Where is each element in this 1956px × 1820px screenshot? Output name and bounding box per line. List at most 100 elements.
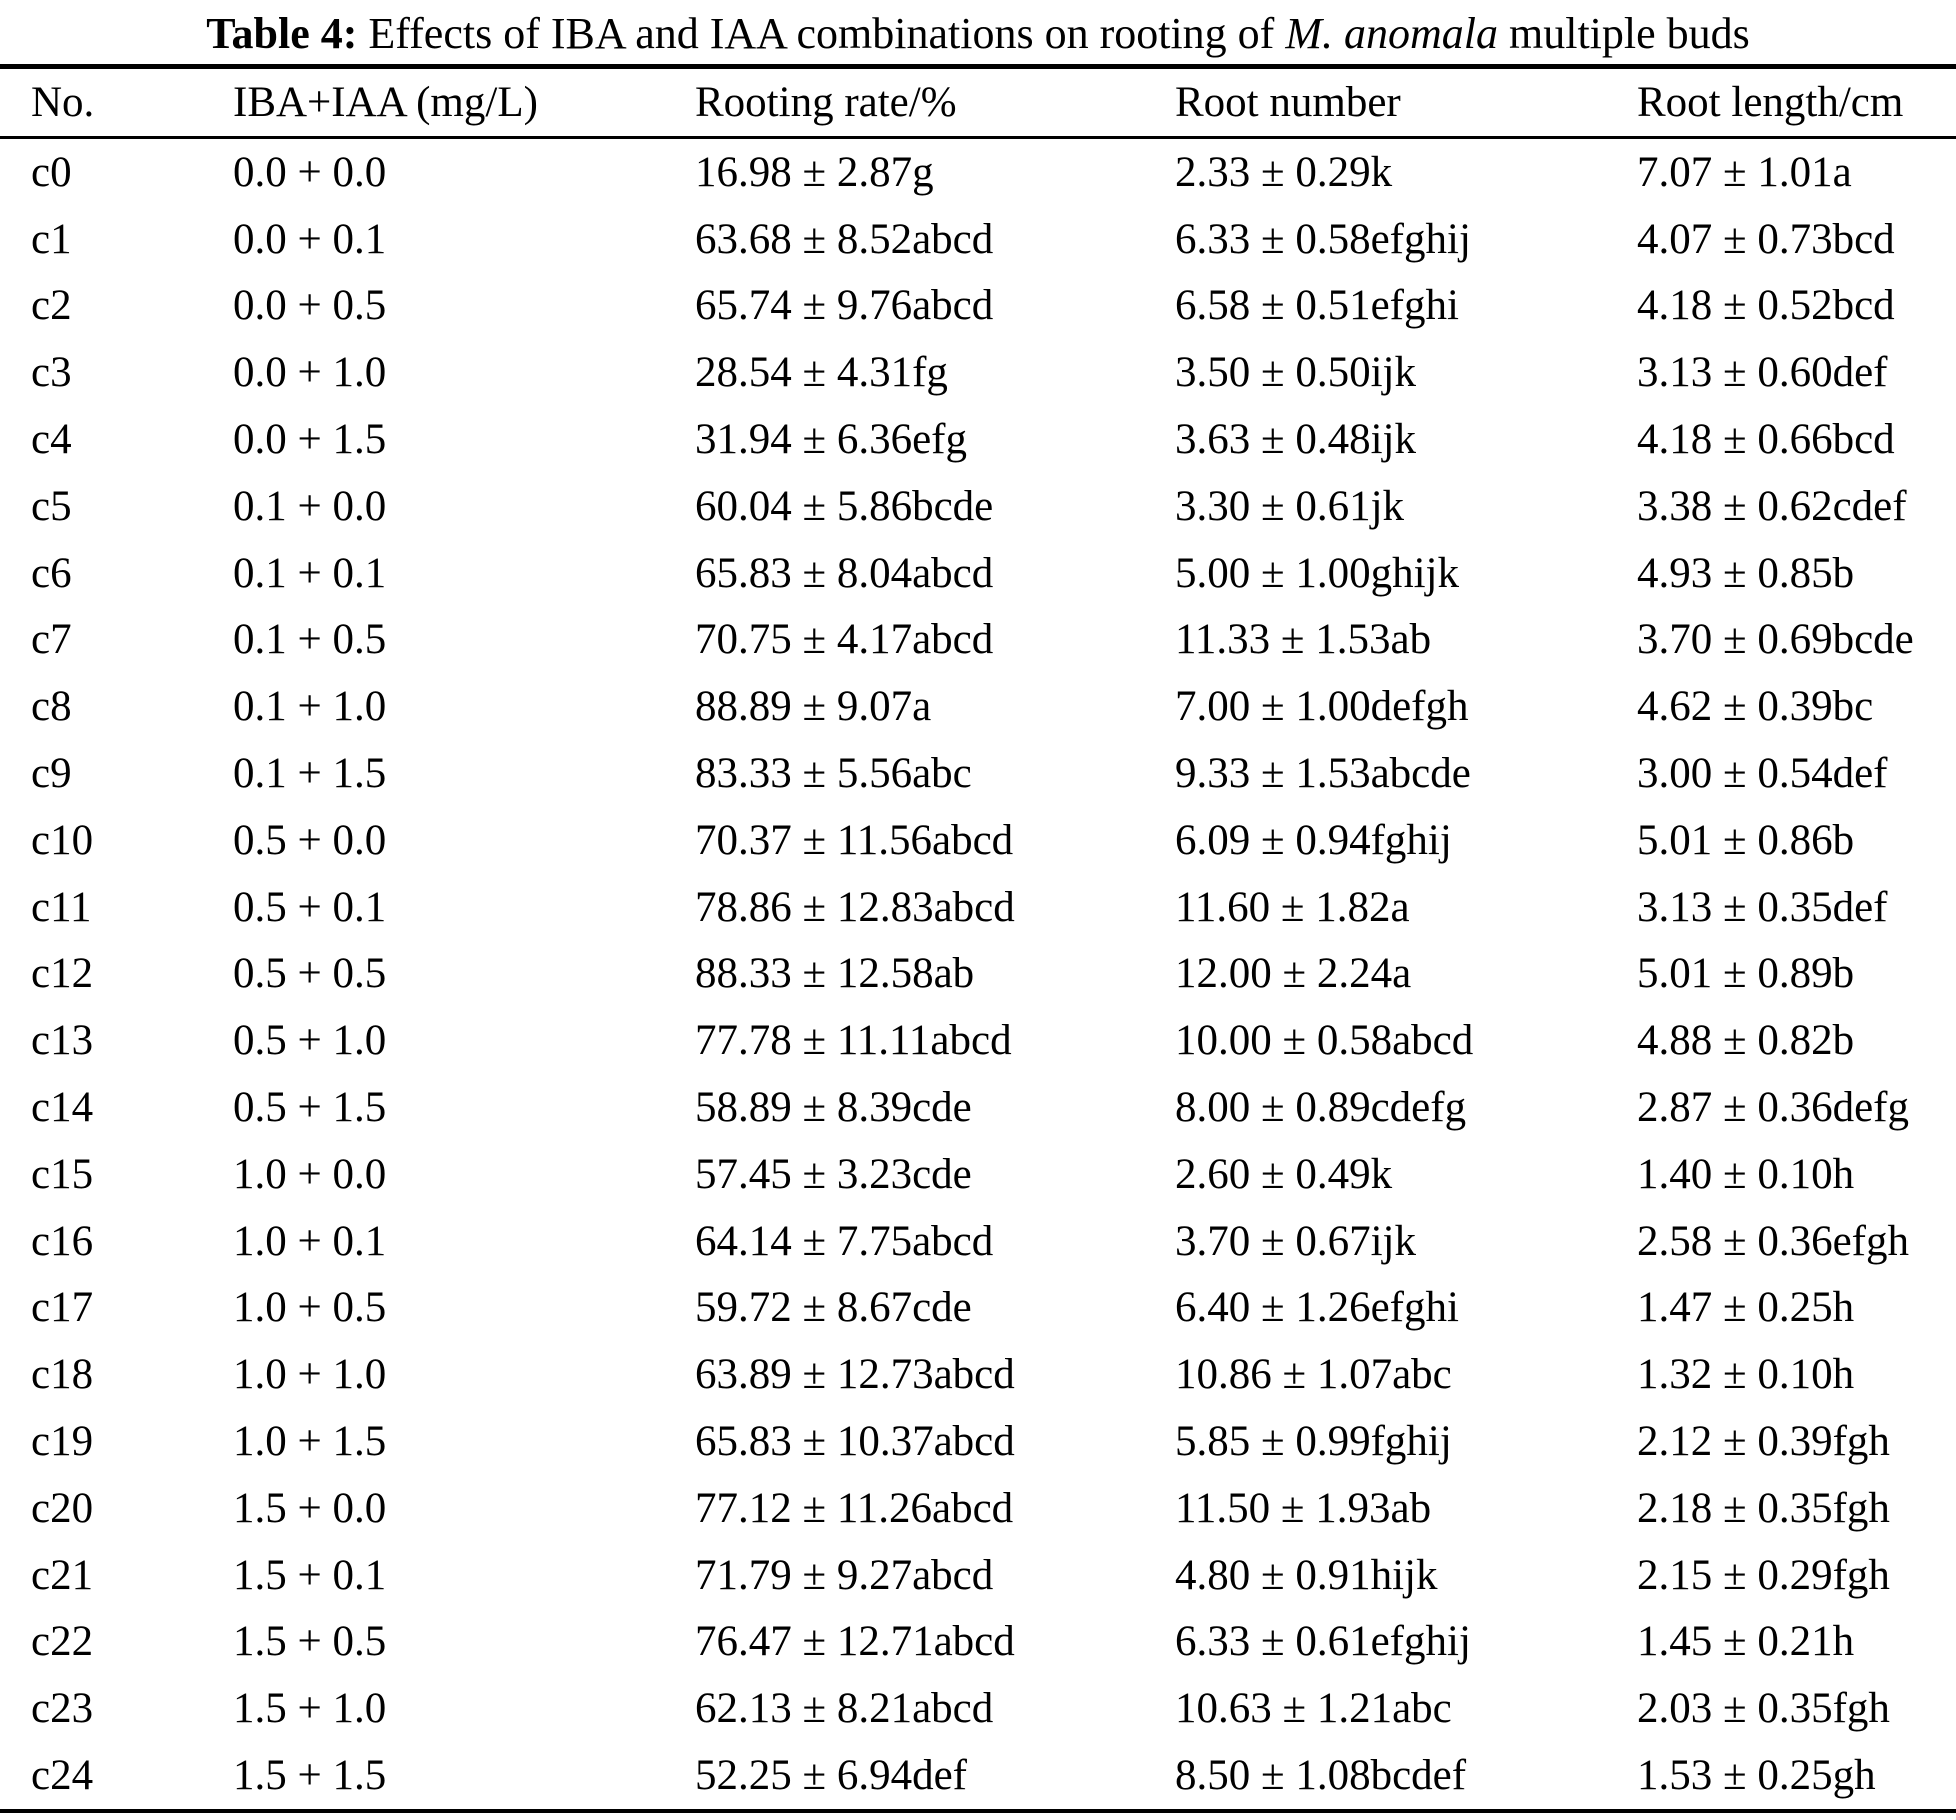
column-header-treatment: IBA+IAA (mg/L) — [233, 66, 695, 139]
root-length-cell: 3.70 ± 0.69bcde — [1637, 616, 1914, 664]
root-number-cell: 7.00 ± 1.00defgh — [1175, 683, 1469, 731]
treatment-cell: 0.1 + 1.0 — [233, 683, 387, 731]
treatment-cell: 1.0 + 1.0 — [233, 1351, 387, 1399]
root-number-cell: 10.63 ± 1.21abc — [1175, 1685, 1452, 1733]
root-number-cell: 6.40 ± 1.26efghi — [1175, 1284, 1459, 1332]
root-number-cell: 3.70 ± 0.67ijk — [1175, 1217, 1416, 1265]
treatment-cell: 0.1 + 0.0 — [233, 482, 387, 530]
rooting-rate-cell: 52.25 ± 6.94def — [695, 1752, 968, 1800]
row-no-cell: c23 — [31, 1685, 94, 1733]
row-no-cell: c2 — [31, 282, 72, 330]
root-length-cell: 1.32 ± 0.10h — [1637, 1351, 1855, 1399]
table-row: c14 0.5 + 1.5 58.89 ± 8.39cde 8.00 ± 0.89cd… — [0, 1074, 1956, 1141]
row-no-cell: c13 — [31, 1017, 94, 1065]
table-row: c11 0.5 + 0.1 78.86 ± 12.83abcd 11.60 ± 1.8… — [0, 874, 1956, 941]
row-no-cell: c8 — [31, 683, 72, 731]
column-header-rooting-rate: Rooting rate/% — [695, 66, 1175, 139]
rooting-rate-cell: 31.94 ± 6.36efg — [695, 416, 968, 464]
treatment-cell: 0.0 + 0.1 — [233, 215, 387, 263]
row-no-cell: c0 — [31, 148, 72, 196]
root-length-cell: 5.01 ± 0.89b — [1637, 950, 1855, 998]
rooting-rate-cell: 76.47 ± 12.71abcd — [695, 1618, 1015, 1666]
root-number-cell: 11.60 ± 1.82a — [1175, 883, 1410, 931]
table-row: c17 1.0 + 0.5 59.72 ± 8.67cde 6.40 ± 1.26ef… — [0, 1275, 1956, 1342]
row-no-cell: c6 — [31, 549, 72, 597]
row-no-cell: c18 — [31, 1351, 94, 1399]
rooting-rate-cell: 71.79 ± 9.27abcd — [695, 1551, 994, 1599]
treatment-cell: 0.0 + 0.0 — [233, 148, 387, 196]
table-row: c24 1.5 + 1.5 52.25 ± 6.94def 8.50 ± 1.08bc… — [0, 1742, 1956, 1811]
column-header-root-number: Root number — [1175, 66, 1637, 139]
table-row: c2 0.0 + 0.5 65.74 ± 9.76abcd 6.58 ± 0.51ef… — [0, 273, 1956, 340]
row-no-cell: c1 — [31, 215, 72, 263]
row-no-cell: c5 — [31, 482, 72, 530]
treatment-cell: 1.0 + 0.1 — [233, 1217, 387, 1265]
treatment-cell: 0.1 + 0.5 — [233, 616, 387, 664]
treatment-cell: 0.1 + 1.5 — [233, 750, 387, 798]
treatment-cell: 1.5 + 1.0 — [233, 1685, 387, 1733]
table-caption-text: Effects of IBA and IAA combinations on r… — [357, 9, 1286, 58]
table-row: c3 0.0 + 1.0 28.54 ± 4.31fg 3.50 ± 0.50ijk 3… — [0, 339, 1956, 406]
table-row: c13 0.5 + 1.0 77.78 ± 11.11abcd 10.00 ± 0.5… — [0, 1007, 1956, 1074]
table-caption-label: Table 4: — [206, 9, 358, 58]
table-row: c9 0.1 + 1.5 83.33 ± 5.56abc 9.33 ± 1.53abc… — [0, 740, 1956, 807]
table-row: c4 0.0 + 1.5 31.94 ± 6.36efg 3.63 ± 0.48ijk… — [0, 406, 1956, 473]
table-row: c15 1.0 + 0.0 57.45 ± 3.23cde 2.60 ± 0.49k 1… — [0, 1141, 1956, 1208]
rooting-rate-cell: 70.37 ± 11.56abcd — [695, 816, 1014, 864]
table-row: c6 0.1 + 0.1 65.83 ± 8.04abcd 5.00 ± 1.00gh… — [0, 540, 1956, 607]
table-row: c0 0.0 + 0.0 16.98 ± 2.87g 2.33 ± 0.29k 7.07… — [0, 138, 1956, 206]
rooting-rate-cell: 60.04 ± 5.86bcde — [695, 482, 994, 530]
rooting-rate-cell: 64.14 ± 7.75abcd — [695, 1217, 994, 1265]
row-no-cell: c7 — [31, 616, 72, 664]
rooting-rate-cell: 78.86 ± 12.83abcd — [695, 883, 1015, 931]
treatment-cell: 0.5 + 0.5 — [233, 950, 387, 998]
rooting-rate-cell: 77.78 ± 11.11abcd — [695, 1017, 1012, 1065]
rooting-rate-cell: 58.89 ± 8.39cde — [695, 1084, 972, 1132]
rooting-rate-cell: 28.54 ± 4.31fg — [695, 349, 948, 397]
column-header-no: No. — [0, 66, 233, 139]
treatment-cell: 0.0 + 0.5 — [233, 282, 387, 330]
row-no-cell: c20 — [31, 1484, 94, 1532]
row-no-cell: c22 — [31, 1618, 94, 1666]
treatment-cell: 1.5 + 0.5 — [233, 1618, 387, 1666]
root-length-cell: 4.07 ± 0.73bcd — [1637, 215, 1895, 263]
row-no-cell: c12 — [31, 950, 94, 998]
rooting-rate-cell: 62.13 ± 8.21abcd — [695, 1685, 994, 1733]
root-number-cell: 3.63 ± 0.48ijk — [1175, 416, 1416, 464]
table-row: c12 0.5 + 0.5 88.33 ± 12.58ab 12.00 ± 2.24a… — [0, 941, 1956, 1008]
root-length-cell: 4.18 ± 0.66bcd — [1637, 416, 1895, 464]
root-number-cell: 5.85 ± 0.99fghij — [1175, 1418, 1452, 1466]
table-row: c16 1.0 + 0.1 64.14 ± 7.75abcd 3.70 ± 0.67i… — [0, 1208, 1956, 1275]
root-length-cell: 4.18 ± 0.52bcd — [1637, 282, 1895, 330]
root-number-cell: 6.09 ± 0.94fghij — [1175, 816, 1452, 864]
table-row: c21 1.5 + 0.1 71.79 ± 9.27abcd 4.80 ± 0.91h… — [0, 1542, 1956, 1609]
root-length-cell: 4.62 ± 0.39bc — [1637, 683, 1874, 731]
row-no-cell: c9 — [31, 750, 72, 798]
table-row: c18 1.0 + 1.0 63.89 ± 12.73abcd 10.86 ± 1.0… — [0, 1341, 1956, 1408]
table-body: c0 0.0 + 0.0 16.98 ± 2.87g 2.33 ± 0.29k 7.07… — [0, 138, 1956, 1811]
root-number-cell: 8.50 ± 1.08bcdef — [1175, 1752, 1467, 1800]
table-caption-species: M. anomala — [1285, 9, 1498, 58]
rooting-rate-cell: 88.33 ± 12.58ab — [695, 950, 975, 998]
row-no-cell: c21 — [31, 1551, 94, 1599]
table-caption: Table 4: Effects of IBA and IAA combinat… — [0, 0, 1956, 64]
root-number-cell: 6.33 ± 0.61efghij — [1175, 1618, 1471, 1666]
row-no-cell: c19 — [31, 1418, 94, 1466]
rooting-rate-cell: 57.45 ± 3.23cde — [695, 1150, 972, 1198]
root-length-cell: 3.38 ± 0.62cdef — [1637, 482, 1907, 530]
treatment-cell: 0.0 + 1.5 — [233, 416, 387, 464]
root-number-cell: 2.33 ± 0.29k — [1175, 148, 1393, 196]
rooting-rate-cell: 77.12 ± 11.26abcd — [695, 1484, 1014, 1532]
table-row: c19 1.0 + 1.5 65.83 ± 10.37abcd 5.85 ± 0.99… — [0, 1408, 1956, 1475]
root-length-cell: 1.53 ± 0.25gh — [1637, 1752, 1876, 1800]
root-length-cell: 2.18 ± 0.35fgh — [1637, 1484, 1890, 1532]
root-number-cell: 4.80 ± 0.91hijk — [1175, 1551, 1438, 1599]
root-number-cell: 5.00 ± 1.00ghijk — [1175, 549, 1459, 597]
root-length-cell: 1.47 ± 0.25h — [1637, 1284, 1855, 1332]
rooting-rate-cell: 65.83 ± 8.04abcd — [695, 549, 994, 597]
header-row: No. IBA+IAA (mg/L) Rooting rate/% Root numb… — [0, 66, 1956, 139]
root-number-cell: 2.60 ± 0.49k — [1175, 1150, 1393, 1198]
treatment-cell: 0.5 + 1.5 — [233, 1084, 387, 1132]
row-no-cell: c14 — [31, 1084, 94, 1132]
